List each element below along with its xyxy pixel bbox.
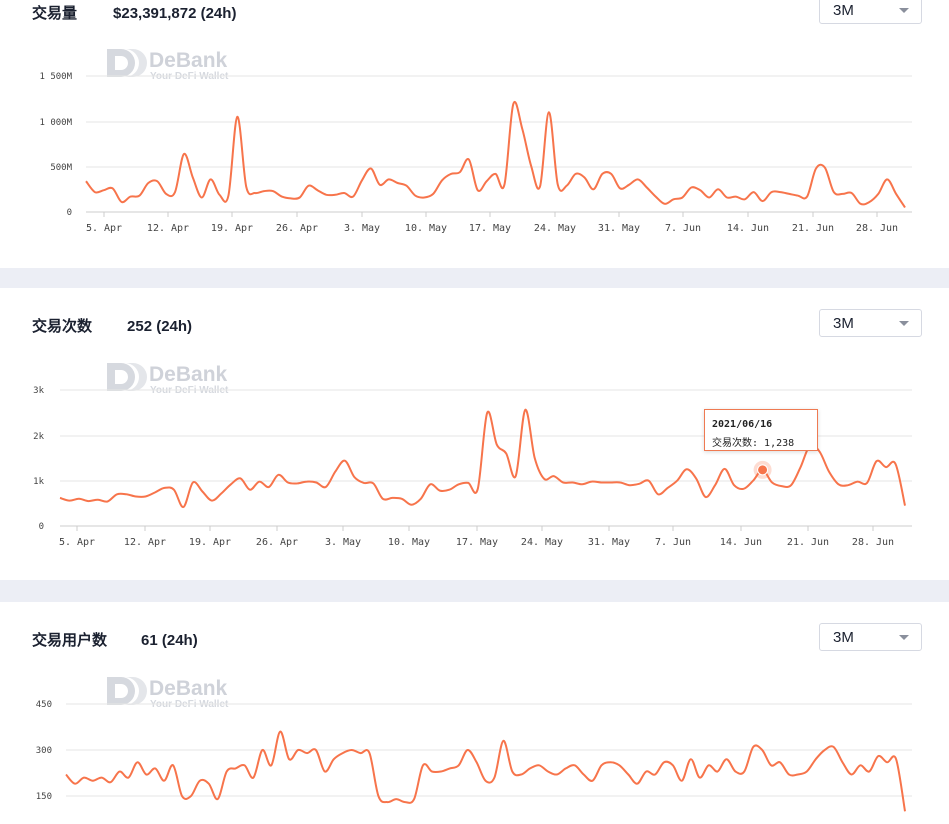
- y-tick-label: 1k: [33, 477, 44, 487]
- debank-logo-icon: [107, 677, 135, 705]
- users-title: 交易用户数: [32, 632, 108, 649]
- tooltip-value: 1,238: [764, 438, 795, 449]
- x-tick-label: 31. May: [598, 223, 640, 234]
- watermark-brand: DeBank: [149, 363, 228, 386]
- tooltip-date: 2021/06/16: [712, 419, 773, 430]
- volume-title: 交易量: [32, 5, 78, 22]
- y-tick-label: 2k: [33, 432, 44, 442]
- x-tick-label: 24. May: [521, 537, 563, 548]
- y-tick-label: 3k: [33, 386, 44, 396]
- x-tick-label: 26. Apr: [256, 537, 298, 548]
- chevron-down-icon: [899, 8, 909, 13]
- users-header: 交易用户数 61 (24h): [32, 629, 198, 650]
- y-tick-label: 150: [36, 792, 52, 802]
- chevron-down-icon: [899, 321, 909, 326]
- volume-range-label: 3M: [833, 2, 854, 19]
- y-tick-label: 1 000M: [39, 118, 72, 128]
- y-tick-label: 300: [36, 746, 52, 756]
- series-line: [65, 730, 906, 812]
- x-tick-label: 14. Jun: [727, 223, 769, 234]
- x-tick-label: 10. May: [388, 537, 430, 548]
- x-tick-label: 5. Apr: [86, 223, 122, 234]
- x-tick-label: 24. May: [534, 223, 576, 234]
- watermark-brand: DeBank: [149, 49, 228, 72]
- x-tick-label: 19. Apr: [211, 223, 253, 234]
- hover-point: [757, 464, 769, 476]
- tooltip-label: 交易次数: [712, 438, 752, 449]
- x-tick-label: 28. Jun: [852, 537, 894, 548]
- x-tick-label: 21. Jun: [792, 223, 834, 234]
- x-tick-label: 19. Apr: [189, 537, 231, 548]
- y-tick-label: 0: [67, 208, 72, 218]
- x-tick-label: 21. Jun: [787, 537, 829, 548]
- transactions-range-select[interactable]: 3M: [819, 309, 922, 337]
- x-tick-label: 3. May: [344, 223, 380, 234]
- y-tick-label: 0: [39, 522, 44, 532]
- x-tick-label: 3. May: [325, 537, 361, 548]
- x-tick-label: 10. May: [405, 223, 447, 234]
- y-tick-label: 500M: [50, 163, 72, 173]
- users-range-label: 3M: [833, 629, 854, 646]
- watermark-brand: DeBank: [149, 677, 228, 700]
- transactions-header: 交易次数 252 (24h): [32, 315, 192, 336]
- section-divider: [0, 580, 949, 602]
- series-line: [85, 101, 906, 209]
- debank-logo-shade: [125, 363, 147, 391]
- volume-range-select[interactable]: 3M: [819, 0, 922, 24]
- x-tick-label: 7. Jun: [655, 537, 691, 548]
- x-tick-label: 12. Apr: [147, 223, 189, 234]
- x-tick-label: 7. Jun: [665, 223, 701, 234]
- debank-logo-icon: [107, 363, 135, 391]
- x-tick-label: 5. Apr: [59, 537, 95, 548]
- y-tick-label: 1 500M: [39, 72, 72, 82]
- y-tick-label: 450: [36, 700, 52, 710]
- x-tick-label: 17. May: [456, 537, 498, 548]
- debank-logo-icon: [107, 49, 135, 77]
- debank-logo-shade: [125, 49, 147, 77]
- users-panel: 交易用户数 61 (24h) 3M: [0, 602, 949, 824]
- users-value: 61 (24h): [141, 632, 198, 649]
- x-tick-label: 14. Jun: [720, 537, 762, 548]
- x-tick-label: 31. May: [588, 537, 630, 548]
- x-tick-label: 17. May: [469, 223, 511, 234]
- debank-logo-shade: [125, 677, 147, 705]
- section-divider: [0, 268, 949, 288]
- volume-panel: 交易量 $23,391,872 (24h) 3M: [0, 0, 949, 268]
- x-tick-label: 28. Jun: [856, 223, 898, 234]
- transactions-title: 交易次数: [32, 318, 93, 335]
- tooltip-row: 交易次数: 1,238: [712, 438, 795, 449]
- transactions-range-label: 3M: [833, 315, 854, 332]
- chart-tooltip: 2021/06/16 交易次数: 1,238: [704, 409, 818, 451]
- volume-header: 交易量 $23,391,872 (24h): [32, 2, 236, 23]
- users-range-select[interactable]: 3M: [819, 623, 922, 651]
- x-tick-label: 12. Apr: [124, 537, 166, 548]
- x-tick-label: 26. Apr: [276, 223, 318, 234]
- transactions-value: 252 (24h): [127, 318, 193, 335]
- volume-value: $23,391,872 (24h): [113, 5, 237, 22]
- chevron-down-icon: [899, 635, 909, 640]
